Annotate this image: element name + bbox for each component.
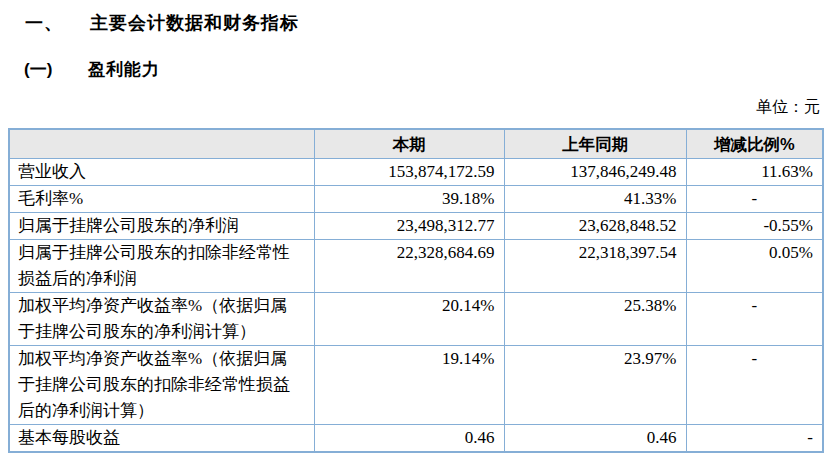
row-label-cell: 归属于挂牌公司股东的净利润: [9, 213, 314, 240]
change-ratio-cell: 0.05%: [686, 240, 823, 293]
col-header-change-ratio: 增减比例%: [686, 129, 823, 159]
row-label-cell: 加权平均净资产收益率%（依据归属于挂牌公司股东的扣除非经常性损益后的净利润计算）: [9, 346, 314, 425]
table-row: 毛利率% 39.18% 41.33% -: [9, 186, 823, 213]
subsection-heading: (一)盈利能力: [24, 58, 160, 81]
section-heading: 一、主要会计数据和财务指标: [25, 11, 299, 35]
table-row: 归属于挂牌公司股东的扣除非经常性损益后的净利润 22,328,684.69 22…: [9, 240, 823, 293]
table-row: 归属于挂牌公司股东的净利润 23,498,312.77 23,628,848.5…: [9, 213, 823, 240]
prior-period-cell: 41.33%: [504, 186, 686, 213]
col-header-indicator: [9, 129, 314, 159]
change-ratio-cell: -: [686, 346, 823, 425]
col-header-prior-period: 上年同期: [504, 129, 686, 159]
current-period-cell: 23,498,312.77: [314, 213, 504, 240]
subsection-title: 盈利能力: [88, 60, 160, 79]
subsection-number: (一): [24, 58, 88, 81]
prior-period-cell: 0.46: [504, 425, 686, 453]
prior-period-cell: 137,846,249.48: [504, 159, 686, 186]
change-ratio-cell: -: [686, 293, 823, 346]
current-period-cell: 22,328,684.69: [314, 240, 504, 293]
table-row: 基本每股收益 0.46 0.46 -: [9, 425, 823, 453]
table-row: 营业收入 153,874,172.59 137,846,249.48 11.63…: [9, 159, 823, 186]
prior-period-cell: 25.38%: [504, 293, 686, 346]
change-ratio-cell: -0.55%: [686, 213, 823, 240]
current-period-cell: 20.14%: [314, 293, 504, 346]
row-label-cell: 营业收入: [9, 159, 314, 186]
current-period-cell: 19.14%: [314, 346, 504, 425]
prior-period-cell: 22,318,397.54: [504, 240, 686, 293]
change-ratio-cell: -: [686, 186, 823, 213]
change-ratio-cell: 11.63%: [686, 159, 823, 186]
current-period-cell: 0.46: [314, 425, 504, 453]
prior-period-cell: 23.97%: [504, 346, 686, 425]
change-ratio-cell: -: [686, 425, 823, 453]
section-title: 主要会计数据和财务指标: [90, 13, 299, 33]
unit-label: 单位：元: [8, 97, 822, 118]
current-period-cell: 39.18%: [314, 186, 504, 213]
current-period-cell: 153,874,172.59: [314, 159, 504, 186]
table-row: 加权平均净资产收益率%（依据归属于挂牌公司股东的净利润计算） 20.14% 25…: [9, 293, 823, 346]
row-label-cell: 加权平均净资产收益率%（依据归属于挂牌公司股东的净利润计算）: [9, 293, 314, 346]
row-label-cell: 基本每股收益: [9, 425, 314, 453]
table-row: 加权平均净资产收益率%（依据归属于挂牌公司股东的扣除非经常性损益后的净利润计算）…: [9, 346, 823, 425]
financial-indicators-table: 本期 上年同期 增减比例% 营业收入 153,874,172.59 137,84…: [8, 128, 824, 453]
col-header-current-period: 本期: [314, 129, 504, 159]
prior-period-cell: 23,628,848.52: [504, 213, 686, 240]
row-label-cell: 归属于挂牌公司股东的扣除非经常性损益后的净利润: [9, 240, 314, 293]
table-header-row: 本期 上年同期 增减比例%: [9, 129, 823, 159]
section-number: 一、: [25, 11, 90, 35]
row-label-cell: 毛利率%: [9, 186, 314, 213]
